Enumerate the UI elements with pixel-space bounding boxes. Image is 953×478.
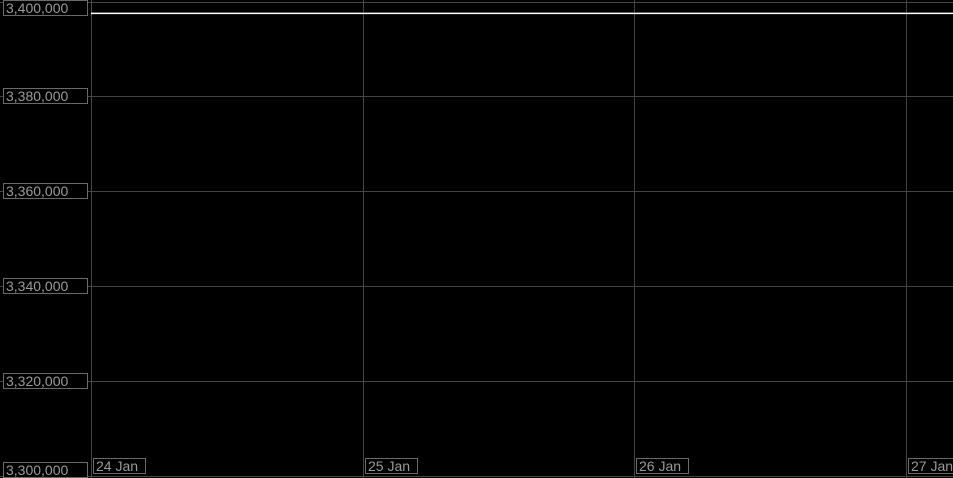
- y-tick-label-box: [3, 88, 88, 104]
- x-tick-label: 27 Jan: [911, 458, 953, 474]
- y-tick-label-box: [3, 183, 88, 199]
- y-tick-label-box: [3, 278, 88, 294]
- y-tick-label: 3,380,000: [6, 88, 68, 104]
- y-tick-label-box: [3, 0, 88, 16]
- x-tick-label-box: [636, 458, 689, 474]
- x-tick-label: 26 Jan: [639, 458, 681, 474]
- y-tick-label: 3,300,000: [6, 462, 68, 478]
- y-tick-label: 3,320,000: [6, 373, 68, 389]
- y-tick-label: 3,340,000: [6, 278, 68, 294]
- y-tick-label-box: [3, 373, 88, 389]
- x-tick-label: 24 Jan: [96, 458, 138, 474]
- x-tick-label-box: [908, 458, 953, 474]
- y-tick-label: 3,360,000: [6, 183, 68, 199]
- x-tick-label: 25 Jan: [368, 458, 410, 474]
- x-tick-label-box: [93, 458, 146, 474]
- x-tick-label-box: [365, 458, 418, 474]
- y-tick-label: 3,400,000: [6, 0, 68, 16]
